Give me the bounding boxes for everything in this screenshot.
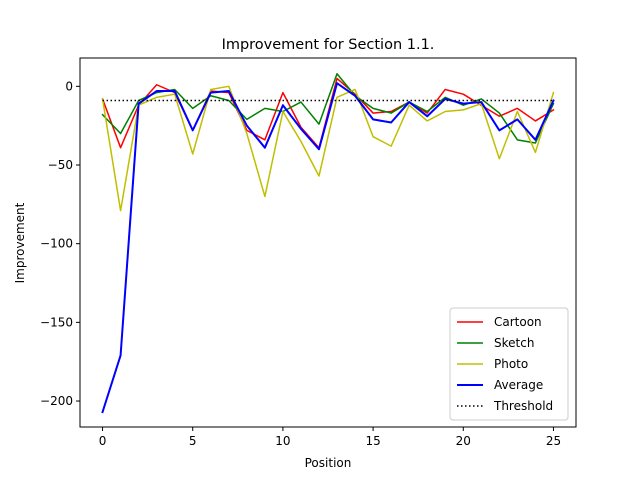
legend: Cartoon Sketch Photo Average Threshold bbox=[449, 307, 569, 421]
x-tick-label: 5 bbox=[189, 434, 197, 448]
y-tick-label: −100 bbox=[40, 237, 73, 251]
x-tick-label: 10 bbox=[275, 434, 290, 448]
x-axis-title: Position bbox=[305, 456, 352, 470]
plot-frame bbox=[79, 57, 577, 428]
legend-label-average: Average bbox=[494, 378, 543, 392]
series-line-photo bbox=[101, 85, 555, 212]
legend-label-threshold: Threshold bbox=[493, 399, 553, 413]
y-tick-label: 0 bbox=[65, 79, 73, 93]
series-line-average bbox=[101, 82, 555, 414]
x-tick-label: 0 bbox=[99, 434, 107, 448]
x-tick-label: 20 bbox=[456, 434, 471, 448]
chart-title: Improvement for Section 1.1. bbox=[222, 37, 435, 53]
legend-label-cartoon: Cartoon bbox=[494, 315, 542, 329]
y-axis-title: Improvement bbox=[13, 202, 27, 283]
y-tick-label: −50 bbox=[48, 158, 73, 172]
y-tick-label: −150 bbox=[40, 315, 73, 329]
x-tick-label: 25 bbox=[546, 434, 561, 448]
x-tick-label: 15 bbox=[365, 434, 380, 448]
legend-label-photo: Photo bbox=[494, 357, 528, 371]
legend-box bbox=[449, 307, 569, 421]
plot-area: 0 5 10 15 20 25 0 −50 −100 −150 −200 bbox=[40, 57, 577, 448]
y-tick-label: −200 bbox=[40, 394, 73, 408]
series-line-sketch bbox=[101, 72, 555, 144]
legend-label-sketch: Sketch bbox=[494, 336, 534, 350]
